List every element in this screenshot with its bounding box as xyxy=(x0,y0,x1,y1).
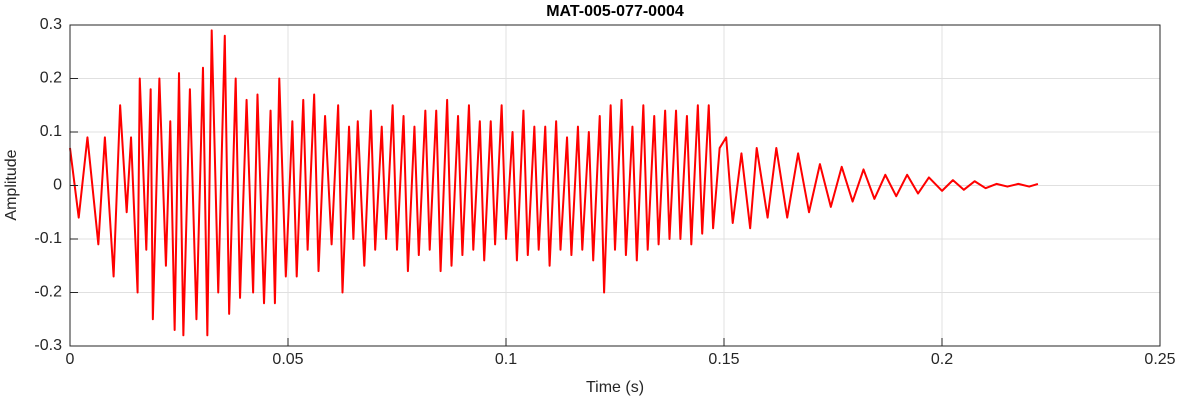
y-tick-label: 0.3 xyxy=(40,16,62,33)
y-tick-label: 0 xyxy=(53,177,62,194)
x-tick-label: 0.05 xyxy=(272,351,303,368)
y-tick-label: 0.2 xyxy=(40,70,62,87)
y-axis-label: Amplitude xyxy=(3,149,20,220)
y-tick-label: 0.1 xyxy=(40,123,62,140)
y-tick-label: -0.1 xyxy=(34,230,62,247)
x-tick-label: 0.1 xyxy=(495,351,517,368)
chart-title: MAT-005-077-0004 xyxy=(546,3,684,20)
x-axis-label: Time (s) xyxy=(586,379,644,396)
plot-area xyxy=(69,29,1039,337)
data-line xyxy=(69,29,1039,337)
x-tick-label: 0 xyxy=(66,351,75,368)
x-tick-label: 0.25 xyxy=(1144,351,1175,368)
x-tick-label: 0.2 xyxy=(931,351,953,368)
y-tick-label: -0.3 xyxy=(34,337,62,354)
y-tick-label: -0.2 xyxy=(34,284,62,301)
x-tick-label: 0.15 xyxy=(708,351,739,368)
